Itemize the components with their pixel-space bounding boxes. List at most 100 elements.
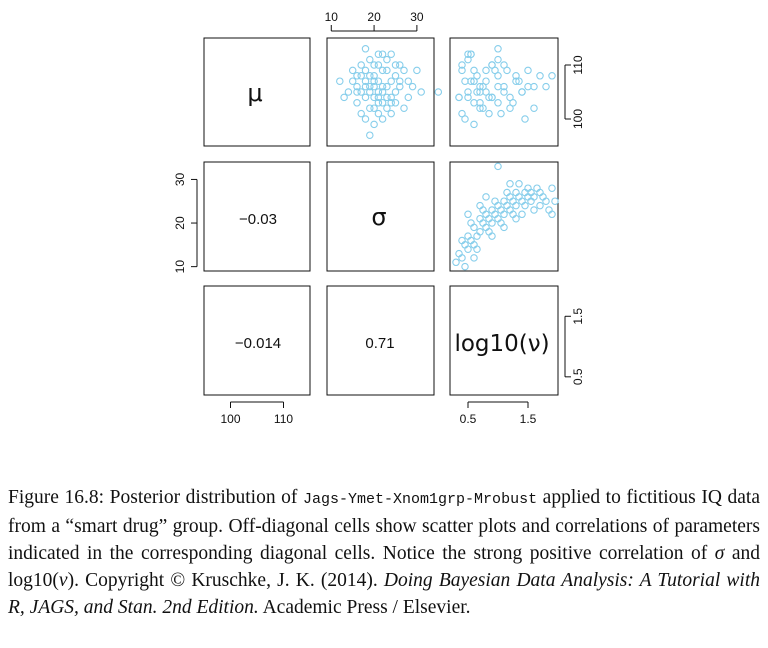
scatter-point xyxy=(500,88,508,96)
scatter-point xyxy=(521,115,529,123)
scatter-point xyxy=(391,99,400,107)
panel-frame-r2c1 xyxy=(326,285,435,396)
scatter-panel-lognu-vs-mu xyxy=(455,45,556,129)
scatter-point xyxy=(374,77,383,85)
scatter-point xyxy=(383,93,391,102)
scatter-point xyxy=(383,55,391,64)
tick-label-top-sigma: 10 xyxy=(325,10,339,24)
scatter-point xyxy=(515,180,523,188)
scatter-point xyxy=(413,66,421,75)
scatter-point xyxy=(479,104,487,112)
scatter-point xyxy=(473,88,481,96)
scatter-point xyxy=(551,197,559,205)
scatter-point xyxy=(357,109,365,118)
scatter-point xyxy=(494,82,502,91)
scatter-point xyxy=(494,45,502,53)
scatter-point xyxy=(467,219,475,227)
scatter-point xyxy=(357,61,365,69)
scatter-panel-sigma-vs-mu xyxy=(336,45,443,139)
scatter-point xyxy=(536,72,544,80)
scatter-point xyxy=(387,99,395,107)
scatter-point xyxy=(476,104,484,112)
scatter-point xyxy=(353,72,361,80)
pairs-plot: μ σ log10(ν) −0.03 −0.014 0.71 10 20 30100… xyxy=(173,10,585,426)
panel-frames xyxy=(203,37,559,396)
scatter-point xyxy=(512,201,520,210)
scatter-point xyxy=(461,77,469,85)
scatter-point xyxy=(497,109,505,118)
scatter-point xyxy=(348,66,357,75)
panel-frame-r0c1 xyxy=(326,37,435,147)
diagonal-labels: μ σ log10(ν) xyxy=(247,79,549,357)
scatter-point xyxy=(509,99,517,107)
diag-label-log10-nu: log10(ν) xyxy=(454,331,549,357)
scatter-point xyxy=(524,82,532,91)
scatter-point xyxy=(500,210,508,219)
scatter-point xyxy=(357,88,365,96)
scatter-point xyxy=(361,45,370,53)
scatter-point xyxy=(482,193,490,201)
scatter-point xyxy=(370,93,378,102)
scatter-point xyxy=(400,104,408,112)
scatter-point xyxy=(336,77,344,85)
scatter-point xyxy=(488,232,496,240)
diag-label-mu: μ xyxy=(247,79,262,107)
scatter-point xyxy=(366,72,374,80)
caption-code: Jags-Ymet-Xnom1grp-Mrobust xyxy=(303,491,538,508)
scatter-point xyxy=(361,82,370,91)
scatter-point xyxy=(494,162,502,171)
scatter-point xyxy=(396,77,404,85)
scatter-point xyxy=(374,88,383,96)
scatter-point xyxy=(455,93,463,102)
scatter-point xyxy=(434,88,443,96)
scatter-point xyxy=(476,201,484,210)
scatter-point xyxy=(370,104,378,112)
correlation-labels: −0.03 −0.014 0.71 xyxy=(235,211,395,352)
scatter-point xyxy=(383,104,391,112)
axes: 10 20 30 100 110 10 20 30 0.5 1.5 100 110 0.5 1.5 xyxy=(173,10,585,426)
scatter-point xyxy=(461,262,469,271)
tick-label-left-sigma: 20 xyxy=(173,216,187,230)
scatter-point xyxy=(548,184,556,192)
scatter-point xyxy=(361,115,370,123)
scatter-points xyxy=(336,45,559,271)
scatter-point xyxy=(485,109,493,118)
scatter-point xyxy=(503,66,511,75)
scatter-point xyxy=(470,99,478,107)
scatter-point xyxy=(530,104,538,112)
scatter-point xyxy=(374,93,383,102)
scatter-point xyxy=(506,180,514,188)
scatter-point xyxy=(512,214,520,223)
scatter-point xyxy=(387,77,395,85)
scatter-point xyxy=(467,50,475,58)
scatter-point xyxy=(366,131,374,139)
scatter-point xyxy=(458,61,466,69)
tick-label-right-log10-nu: 0.5 xyxy=(571,368,585,385)
scatter-point xyxy=(378,50,387,58)
scatter-point xyxy=(396,61,404,69)
tick-label-left-sigma: 30 xyxy=(173,172,187,186)
panel-frame-r1c2 xyxy=(449,161,559,272)
scatter-point xyxy=(458,236,466,245)
scatter-point xyxy=(485,93,493,102)
scatter-point xyxy=(378,99,387,107)
scatter-point xyxy=(527,197,535,205)
scatter-point xyxy=(542,197,550,205)
tick-label-top-sigma: 30 xyxy=(410,10,424,24)
scatter-point xyxy=(404,77,413,85)
scatter-point xyxy=(391,88,400,96)
scatter-point xyxy=(366,82,374,91)
scatter-point xyxy=(353,88,361,96)
panel-frame-r0c0 xyxy=(203,37,311,147)
panel-frame-r2c2 xyxy=(449,285,559,396)
scatter-panel-lognu-vs-sigma xyxy=(452,162,559,271)
scatter-point xyxy=(374,61,383,69)
scatter-point xyxy=(370,120,378,129)
scatter-point xyxy=(378,115,387,123)
scatter-point xyxy=(518,210,526,219)
scatter-point xyxy=(482,66,490,75)
panel-frame-r2c0 xyxy=(203,285,311,396)
panel-frame-r1c0 xyxy=(203,161,311,272)
scatter-point xyxy=(452,258,460,267)
scatter-point xyxy=(518,88,526,96)
